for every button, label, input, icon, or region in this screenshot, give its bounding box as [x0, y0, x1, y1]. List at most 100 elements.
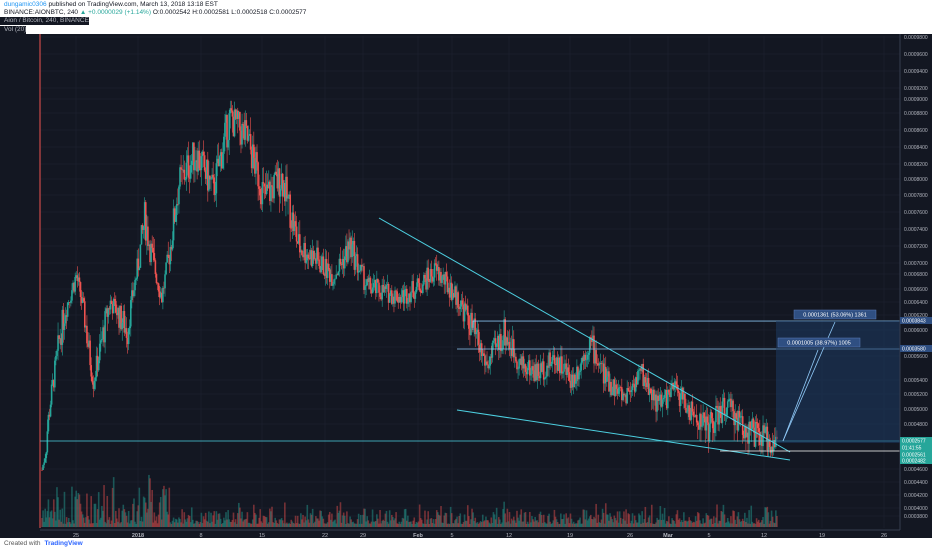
candle-body: [622, 393, 624, 401]
candle-body: [764, 427, 766, 433]
candle-body: [172, 208, 175, 241]
candle-body: [713, 428, 715, 433]
candle-body: [521, 356, 524, 366]
candle-body: [763, 425, 765, 433]
volume-bar: [601, 508, 604, 527]
candle-body: [350, 237, 352, 258]
volume-bar: [741, 518, 744, 527]
candle-body: [635, 377, 638, 385]
volume-bar: [489, 523, 492, 527]
candle-body: [150, 243, 152, 263]
candle-body: [170, 246, 173, 250]
volume-bar: [249, 523, 252, 527]
price-tick-label: 0.0005200: [904, 392, 928, 398]
candle-body: [449, 282, 452, 298]
candle-body: [380, 296, 382, 300]
candle-body: [626, 388, 628, 404]
candle-body: [187, 155, 190, 178]
candle-body: [715, 405, 717, 423]
candle-body: [564, 363, 566, 365]
volume-bar: [746, 517, 748, 527]
time-tick-label: 29: [360, 533, 366, 538]
volume-bar: [585, 510, 588, 527]
candle-body: [700, 413, 702, 427]
volume-bar: [708, 519, 711, 527]
candle-body: [188, 177, 191, 179]
volume-bar: [55, 520, 57, 527]
volume-bar: [58, 519, 60, 527]
candle-body: [623, 393, 625, 396]
price-tick-label: 0.0008600: [904, 128, 928, 134]
author-link[interactable]: dungamic0306: [4, 1, 47, 8]
price-tick-label: 0.0008400: [904, 145, 928, 151]
candle-body: [598, 364, 601, 366]
volume-bar: [335, 523, 337, 527]
candle-body: [465, 305, 468, 310]
volume-bar: [52, 499, 55, 527]
volume-bar: [472, 512, 474, 527]
volume-bar: [578, 519, 580, 527]
candle-body: [104, 311, 106, 343]
candle-body: [301, 250, 303, 255]
candle-body: [502, 340, 504, 349]
tradingview-logo[interactable]: TradingView: [44, 540, 83, 547]
volume-bar: [460, 523, 463, 527]
volume-bar: [151, 489, 153, 527]
volume-bar: [713, 516, 715, 527]
candle-body: [303, 243, 305, 258]
time-tick-label: 2018: [132, 533, 144, 538]
candle-body: [210, 178, 212, 180]
candle-body: [358, 270, 361, 272]
volume-bar: [376, 514, 378, 527]
volume-bar: [341, 515, 344, 527]
volume-bar: [80, 511, 83, 527]
candle-body: [553, 355, 556, 364]
volume-bar: [588, 516, 591, 527]
volume-bar: [675, 514, 678, 527]
volume-bar: [625, 509, 627, 527]
candle-body: [195, 160, 197, 163]
candle-body: [269, 181, 271, 201]
candle-body: [285, 176, 287, 202]
volume-bar: [521, 521, 524, 527]
candle-body: [428, 280, 431, 282]
candle-body: [403, 289, 406, 304]
candle-body: [601, 363, 604, 365]
candle-body: [650, 393, 653, 401]
candle-body: [678, 392, 681, 407]
price-label-text: 01:41:55: [902, 446, 922, 452]
candle-body: [749, 421, 751, 431]
volume-bar: [715, 517, 717, 527]
volume-bar: [387, 523, 390, 527]
candle-body: [139, 244, 142, 268]
volume-bar: [373, 521, 376, 527]
candle-body: [151, 243, 153, 248]
volume-bar: [580, 523, 582, 527]
candle-body: [163, 287, 165, 289]
volume-bar: [312, 523, 315, 527]
projection-arrow-2: [782, 349, 819, 442]
candle-body: [324, 258, 327, 276]
candle-body: [504, 319, 507, 346]
volume-bar: [575, 523, 577, 527]
volume-bar: [576, 523, 578, 527]
volume-bar: [240, 518, 242, 527]
candle-body: [310, 250, 313, 267]
volume-bar: [662, 519, 665, 527]
candle-body: [529, 360, 531, 376]
volume-bar: [584, 519, 587, 527]
candle-body: [603, 366, 606, 384]
volume-bar: [192, 519, 194, 527]
volume-bar: [96, 509, 99, 527]
volume-bar: [348, 523, 350, 527]
volume-bar: [441, 522, 443, 527]
price-chart[interactable]: 0.0001361 (53.06%) 1361 0.0001005 (38.97%…: [0, 0, 932, 538]
candle-body: [231, 110, 234, 117]
candle-body: [696, 422, 699, 426]
volume-bar: [502, 508, 504, 527]
volume-bar: [349, 516, 351, 527]
volume-bar: [694, 516, 697, 527]
candle-body: [731, 400, 733, 408]
candle-body: [94, 377, 97, 381]
